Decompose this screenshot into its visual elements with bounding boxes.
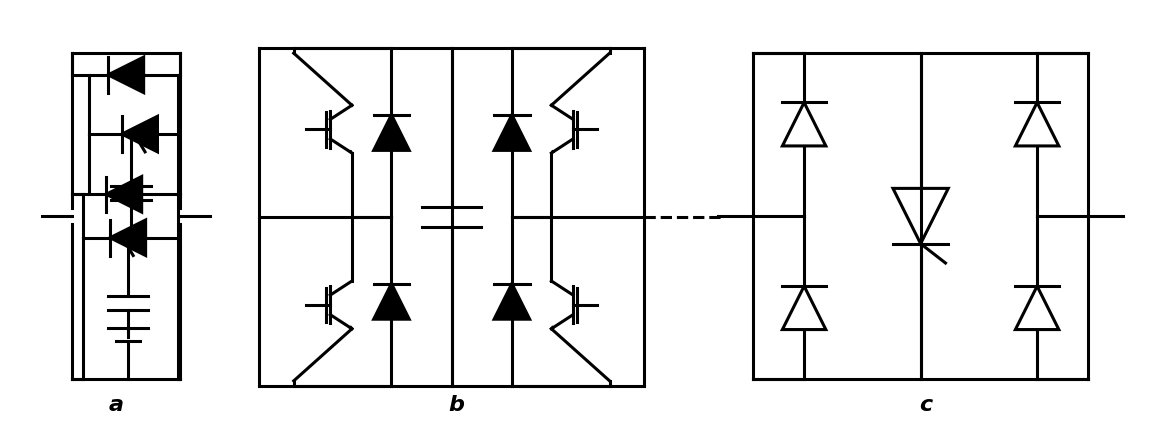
Polygon shape	[782, 102, 826, 146]
Text: b: b	[449, 395, 465, 416]
Polygon shape	[892, 188, 948, 244]
Polygon shape	[110, 220, 145, 255]
Polygon shape	[552, 326, 554, 329]
Polygon shape	[108, 57, 144, 92]
Polygon shape	[552, 150, 554, 153]
Text: c: c	[919, 395, 932, 416]
Polygon shape	[782, 286, 826, 330]
Polygon shape	[1016, 286, 1059, 330]
Text: a: a	[108, 395, 123, 416]
Polygon shape	[349, 150, 352, 153]
Polygon shape	[1016, 102, 1059, 146]
Polygon shape	[349, 326, 352, 329]
Polygon shape	[494, 284, 530, 319]
Polygon shape	[122, 116, 158, 152]
Polygon shape	[106, 177, 142, 212]
Polygon shape	[374, 284, 409, 319]
Polygon shape	[374, 115, 409, 150]
Polygon shape	[494, 115, 530, 150]
